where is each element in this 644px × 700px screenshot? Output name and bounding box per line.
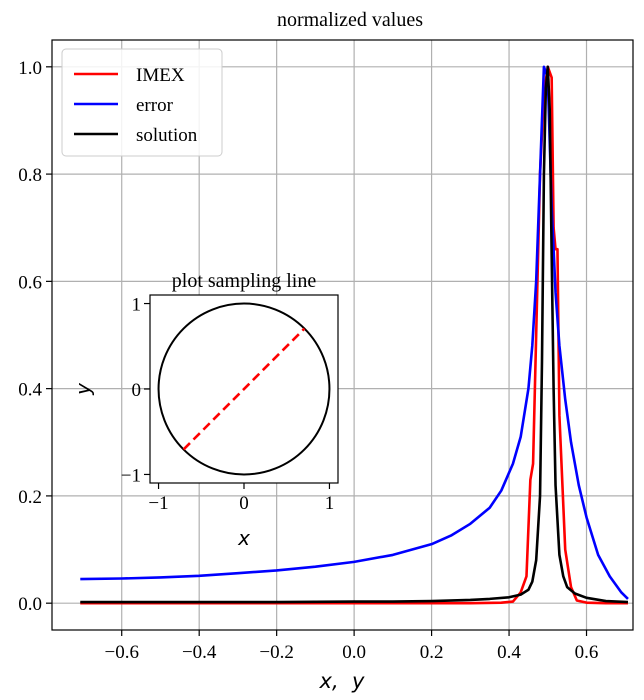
inset-chart: plot sampling line −1 0 1 −1 0 1 x y xyxy=(71,270,339,550)
y-tick-label: 0.6 xyxy=(18,272,42,293)
inset-x-tick-label: −1 xyxy=(148,493,168,514)
y-tick-label: 0.0 xyxy=(18,594,42,615)
inset-x-axis-label: x xyxy=(237,526,250,550)
y-tick-label: 1.0 xyxy=(18,58,42,79)
x-tick-label: −0.6 xyxy=(104,642,138,663)
inset-sampling-line xyxy=(182,327,306,451)
inset-title: plot sampling line xyxy=(172,270,317,292)
inset-y-tick-label: 1 xyxy=(132,295,142,316)
inset-y-tick-label: 0 xyxy=(132,380,142,401)
x-tick-label: −0.2 xyxy=(259,642,293,663)
inset-shapes xyxy=(157,302,331,476)
y-tick-label: 0.8 xyxy=(18,165,42,186)
legend: IMEX error solution xyxy=(61,48,223,157)
inset-y-axis-label: y xyxy=(71,382,95,396)
legend-label-error: error xyxy=(136,95,174,116)
main-plot-frame xyxy=(51,39,634,631)
inset-x-tick-label: 0 xyxy=(239,493,249,514)
inset-x-tick-label: 1 xyxy=(325,493,335,514)
series-line-solution xyxy=(80,65,629,604)
x-tick-label: −0.4 xyxy=(182,642,217,663)
inset-ticks: −1 0 1 −1 0 1 xyxy=(121,295,334,514)
x-tick-label: 0.6 xyxy=(575,642,599,663)
x-tick-label: 0.0 xyxy=(342,642,366,663)
legend-label-solution: solution xyxy=(136,125,198,146)
y-tick-label: 0.2 xyxy=(18,487,42,508)
inset-circle xyxy=(157,302,331,476)
main-ticks: −0.6 −0.4 −0.2 0.0 0.2 0.4 0.6 0.0 0.2 0.4 0.6 0.8 1… xyxy=(18,58,598,663)
y-tick-label: 0.4 xyxy=(18,380,42,401)
x-axis-label: x, y xyxy=(319,669,365,693)
x-tick-label: 0.4 xyxy=(497,642,521,663)
legend-label-IMEX: IMEX xyxy=(136,65,185,86)
inset-y-tick-label: −1 xyxy=(121,465,141,486)
chart-title: normalized values xyxy=(277,9,423,31)
legend-box xyxy=(61,48,223,157)
x-tick-label: 0.2 xyxy=(420,642,444,663)
series-line-error xyxy=(80,65,629,600)
main-series xyxy=(80,65,629,605)
